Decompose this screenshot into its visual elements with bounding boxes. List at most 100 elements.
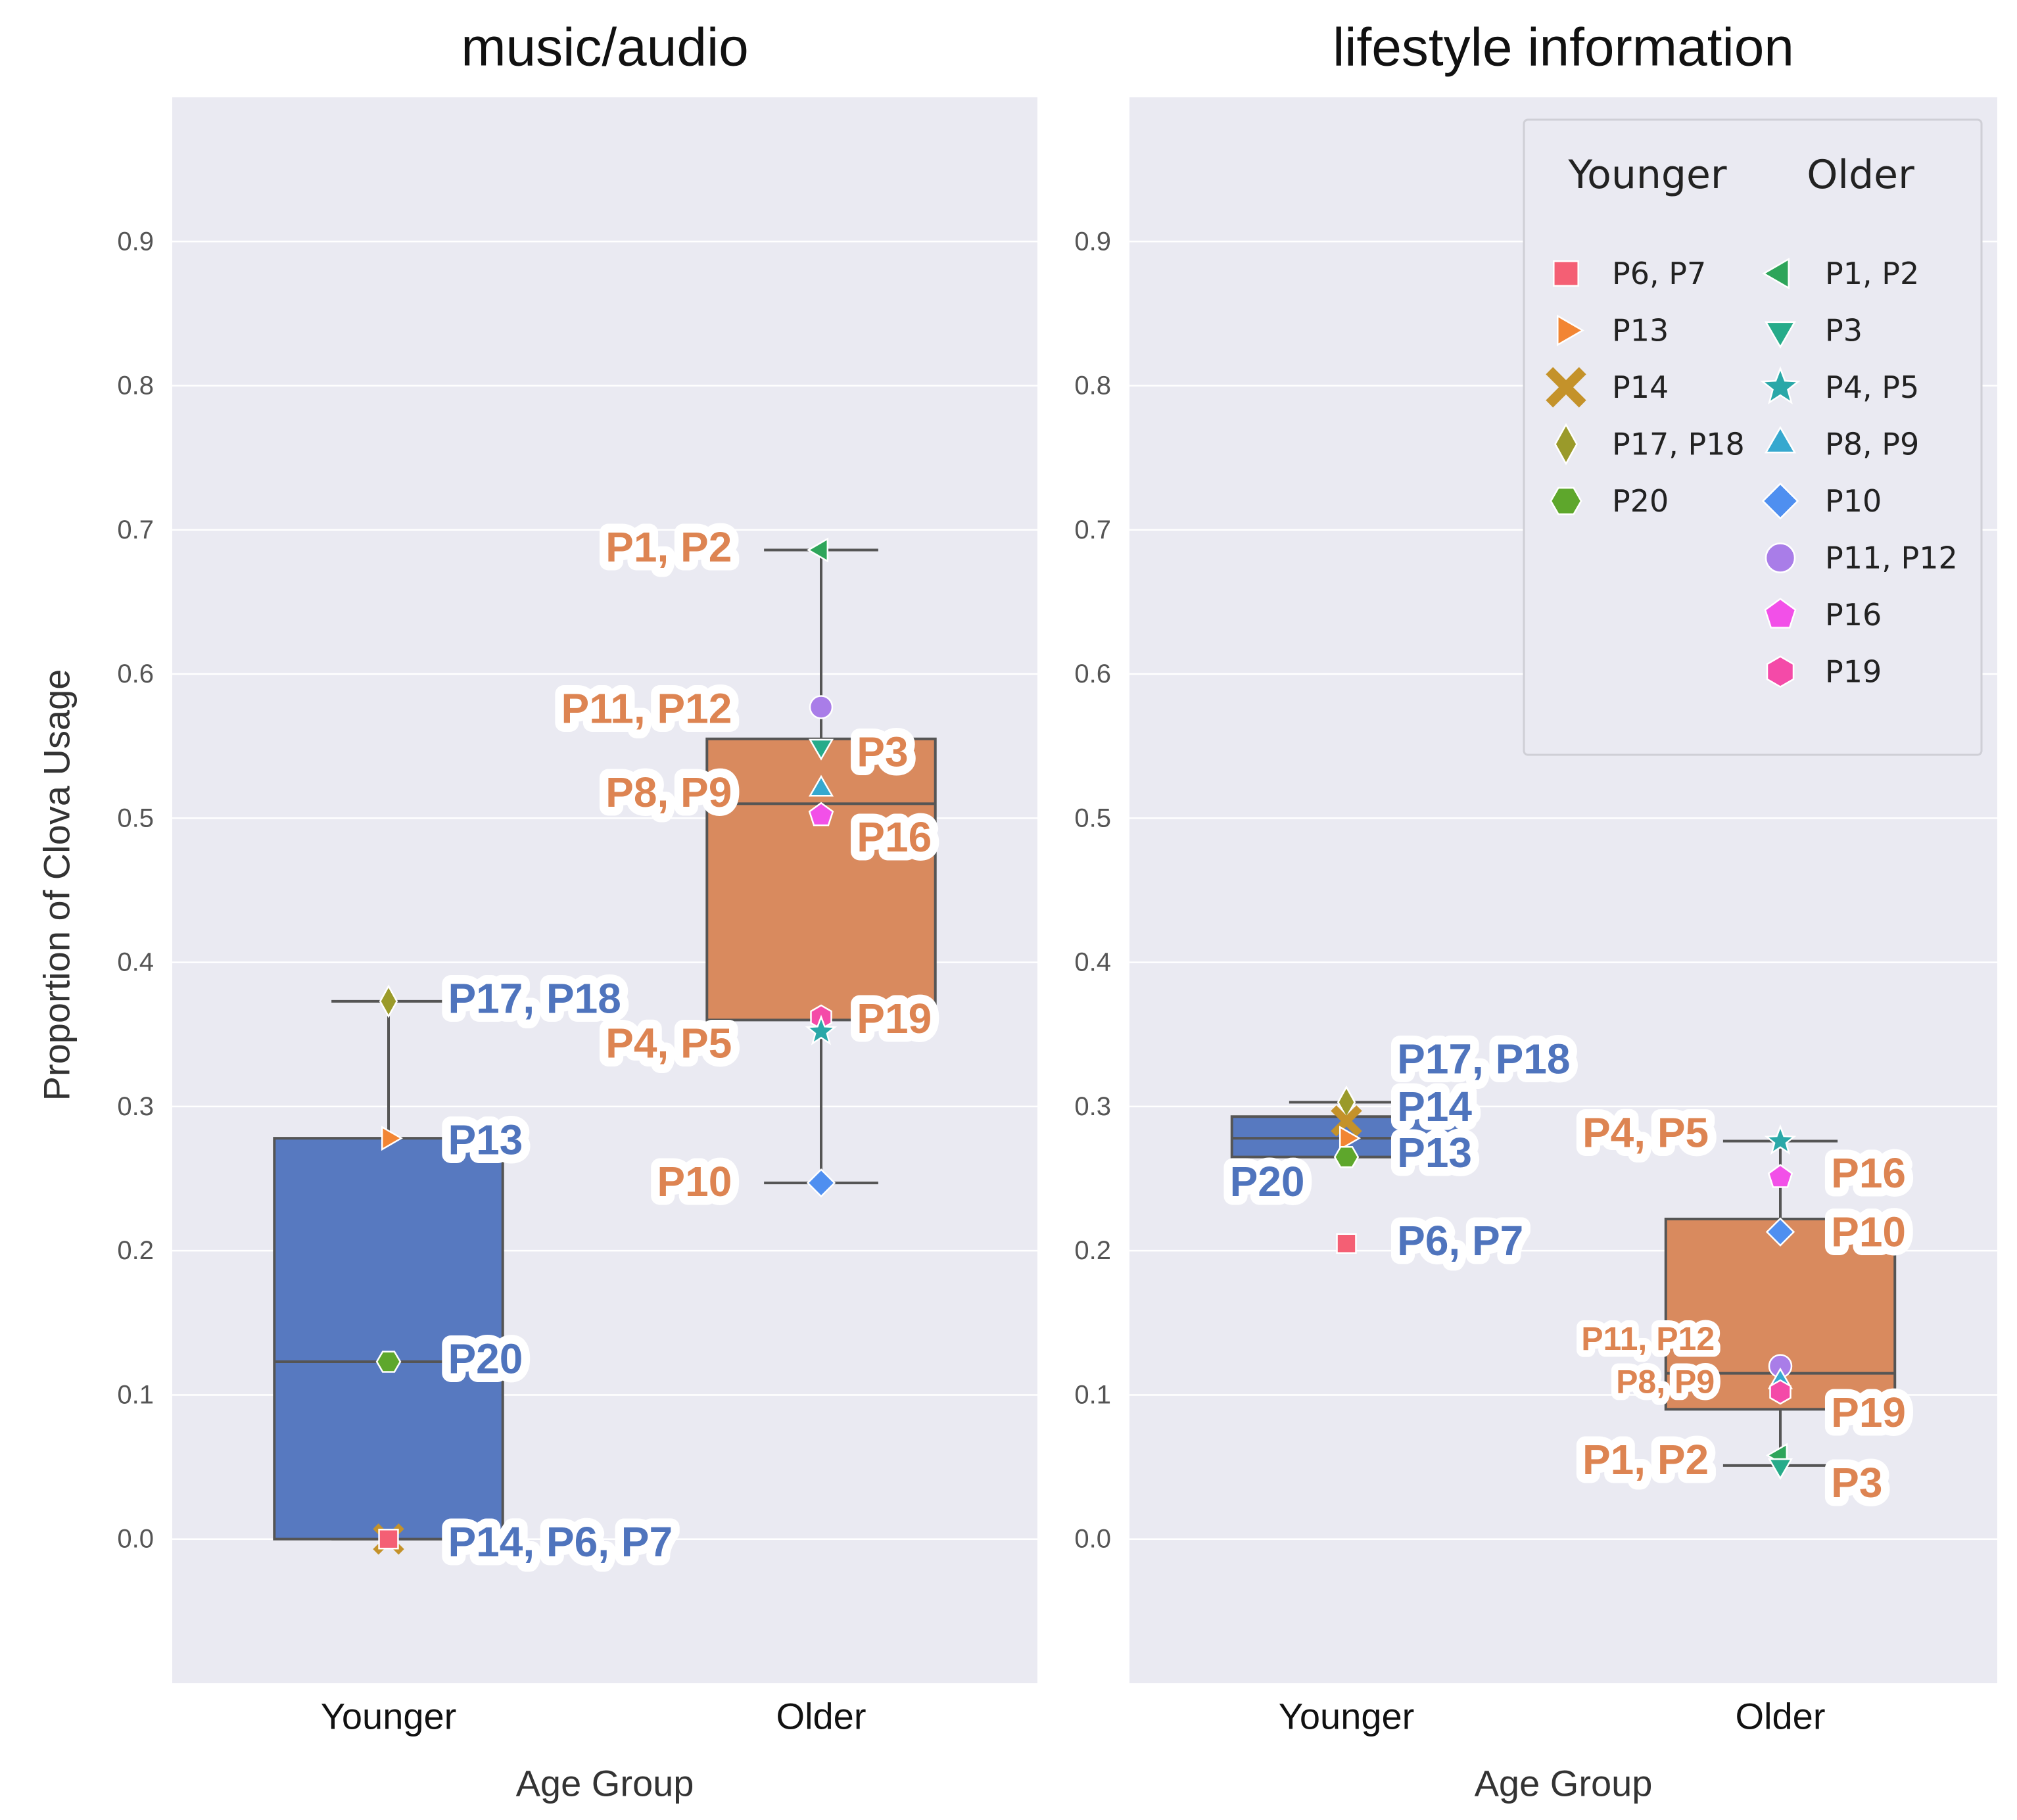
legend-marker <box>1760 366 1801 404</box>
point-p4-p5 <box>1764 1124 1797 1155</box>
y-tick-label: 0.7 <box>117 515 154 544</box>
point-p11-p12 <box>809 695 834 719</box>
svg-text:P8, P9: P8, P9 <box>605 769 732 816</box>
legend-marker <box>1557 314 1584 347</box>
svg-text:P8, P9: P8, P9 <box>1616 1364 1715 1401</box>
legend-frame <box>1523 118 1983 756</box>
svg-text:P1, P2: P1, P2 <box>1582 1436 1709 1483</box>
point-p8-p9 <box>808 775 834 797</box>
point-p13 <box>381 1126 403 1151</box>
svg-text:P13: P13 <box>448 1116 523 1163</box>
point-p16 <box>808 802 834 826</box>
y-tick-label: 0.1 <box>117 1380 154 1409</box>
panel-1: 0.0 0.1 0.2 0.3 0.4 0.5 0.6 0.7 0.8 0.9 music/audi… <box>36 18 1037 1804</box>
svg-text:P10: P10 <box>1831 1209 1906 1256</box>
legend-marker <box>1554 423 1578 466</box>
point-p10 <box>806 1168 836 1198</box>
y-tick-label: 0.6 <box>1074 659 1111 688</box>
legend-entry-label: P8, P9 <box>1825 427 1919 462</box>
x-axis-label: Age Group <box>516 1763 694 1804</box>
legend-marker <box>1766 655 1795 688</box>
y-tick-label: 0.9 <box>117 227 154 256</box>
svg-text:P17, P18: P17, P18 <box>448 974 621 1022</box>
legend-entry-label: P11, P12 <box>1825 540 1958 576</box>
svg-text:P1, P2: P1, P2 <box>605 523 732 571</box>
svg-text:P14: P14 <box>1397 1083 1472 1130</box>
svg-text:P6, P7: P6, P7 <box>1397 1217 1523 1264</box>
x-tick-label: Younger <box>321 1696 457 1737</box>
point-p19 <box>1769 1379 1792 1405</box>
point-p10 <box>1765 1217 1795 1247</box>
y-tick-label: 0.8 <box>1074 371 1111 400</box>
y-tick-label: 0.5 <box>117 803 154 832</box>
svg-text:P4, P5: P4, P5 <box>1582 1109 1709 1156</box>
box-younger <box>273 999 504 1541</box>
legend-entry-label: P10 <box>1825 483 1882 519</box>
y-tick-label: 0.2 <box>1074 1236 1111 1265</box>
point-p17-p18 <box>379 984 398 1018</box>
legend-entry-label: P17, P18 <box>1612 427 1745 462</box>
svg-text:P17, P18: P17, P18 <box>1397 1036 1570 1083</box>
legend-header-younger: Younger <box>1567 152 1726 198</box>
legend-marker <box>1550 487 1582 515</box>
y-tick-label: 0.0 <box>1074 1525 1111 1554</box>
svg-text:P11, P12: P11, P12 <box>561 685 732 732</box>
svg-text:P20: P20 <box>448 1335 523 1383</box>
y-tick-label: 0.9 <box>1074 227 1111 256</box>
svg-text:P3: P3 <box>1831 1459 1882 1506</box>
legend-entry-label: P19 <box>1825 654 1882 690</box>
y-tick-label: 0.4 <box>117 948 154 977</box>
svg-text:P19: P19 <box>857 995 932 1042</box>
panel-title: music/audio <box>461 18 749 78</box>
svg-text:P17, P18: P17, P18 <box>1397 1036 1570 1083</box>
svg-text:P11, P12: P11, P12 <box>1581 1320 1715 1357</box>
y-tick-label: 0.7 <box>1074 515 1111 544</box>
panel-title: lifestyle information <box>1333 18 1794 78</box>
y-axis-label: Proportion of Clova Usage <box>36 669 78 1101</box>
panels: 0.0 0.1 0.2 0.3 0.4 0.5 0.6 0.7 0.8 0.9 music/audi… <box>36 18 1997 1804</box>
svg-text:P20: P20 <box>448 1335 523 1383</box>
svg-text:P3: P3 <box>857 728 908 775</box>
y-tick-label: 0.5 <box>1074 803 1111 832</box>
legend-marker <box>1546 367 1586 408</box>
legend-entry-label: P3 <box>1825 313 1863 348</box>
y-tick-label: 0.2 <box>117 1236 154 1265</box>
svg-text:P14, P6, P7: P14, P6, P7 <box>448 1518 673 1566</box>
y-tick-label: 0.3 <box>117 1092 154 1121</box>
point-p3 <box>1767 1458 1793 1480</box>
legend-marker <box>1553 260 1579 287</box>
svg-text:P14: P14 <box>1397 1083 1472 1130</box>
svg-text:P19: P19 <box>857 995 932 1042</box>
svg-text:P3: P3 <box>857 728 908 775</box>
point-p4-p5 <box>805 1015 838 1045</box>
svg-text:P13: P13 <box>1397 1129 1472 1176</box>
svg-text:P13: P13 <box>1397 1129 1472 1176</box>
svg-text:P10: P10 <box>657 1158 732 1205</box>
y-tick-label: 0.3 <box>1074 1092 1111 1121</box>
legend: Younger Older P6, P7 P13 P14 P17, P18 P20 P1, P… <box>1523 118 1983 756</box>
svg-text:P11, P12: P11, P12 <box>1581 1320 1715 1357</box>
point-p20 <box>375 1351 402 1373</box>
legend-marker <box>1764 425 1797 454</box>
point-p13 <box>1339 1126 1362 1151</box>
svg-text:P4, P5: P4, P5 <box>1582 1109 1709 1156</box>
point-p20 <box>1333 1145 1360 1168</box>
legend-marker <box>1764 598 1797 629</box>
